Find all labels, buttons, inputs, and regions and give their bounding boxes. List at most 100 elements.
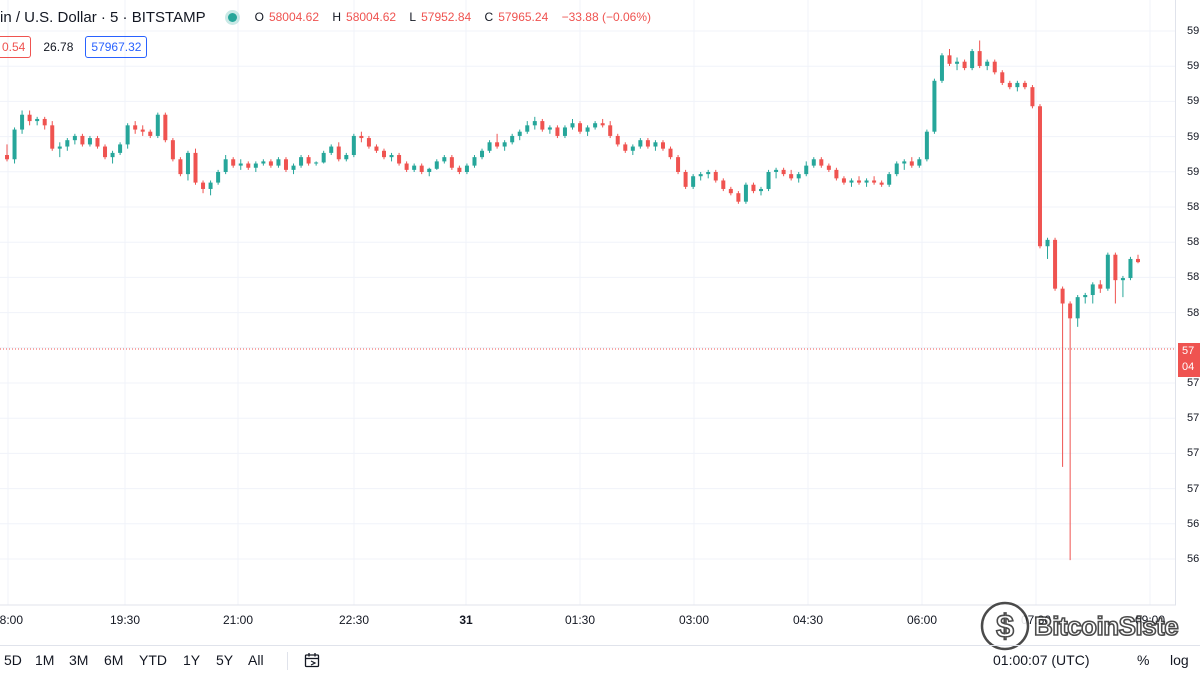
- range-ytd-button[interactable]: YTD: [139, 652, 167, 668]
- candle-body: [660, 142, 665, 149]
- candle-body: [193, 152, 198, 183]
- range-1y-button[interactable]: 1Y: [183, 652, 201, 668]
- candle: [1045, 237, 1050, 259]
- candle: [231, 157, 236, 168]
- candle-body: [796, 174, 801, 179]
- candle: [480, 148, 485, 160]
- candle: [849, 178, 854, 187]
- y-tick-label: 58: [1187, 236, 1200, 249]
- log-scale-toggle[interactable]: log: [1170, 652, 1189, 668]
- range-5y-button[interactable]: 5Y: [216, 652, 234, 668]
- candle-body: [630, 146, 635, 151]
- candle: [894, 161, 899, 177]
- candle-body: [1075, 297, 1080, 319]
- candle: [721, 178, 726, 192]
- y-tick-label: 59: [1187, 25, 1200, 37]
- candle-body: [50, 125, 55, 149]
- candle: [955, 57, 960, 71]
- candle-body: [570, 123, 575, 128]
- candle-body: [698, 174, 703, 177]
- candle: [562, 125, 567, 139]
- candle: [351, 133, 356, 158]
- candle-body: [1007, 82, 1012, 88]
- utc-clock[interactable]: 01:00:07 (UTC): [993, 652, 1090, 668]
- candle-body: [645, 140, 650, 147]
- candle-body: [495, 142, 500, 147]
- y-tick-label: 59: [1187, 60, 1200, 73]
- candle: [457, 165, 462, 175]
- candle-body: [691, 176, 696, 187]
- candle-body: [472, 157, 477, 166]
- range-all-button[interactable]: All: [248, 652, 264, 668]
- candle-body: [1053, 239, 1058, 289]
- candle-body: [789, 174, 794, 179]
- candle-body: [759, 188, 763, 192]
- candle: [532, 116, 537, 130]
- candle-body: [736, 193, 741, 202]
- candle: [20, 110, 25, 134]
- candle-body: [600, 123, 605, 126]
- candle-body: [1098, 284, 1103, 289]
- candle: [72, 133, 77, 145]
- candle: [57, 142, 62, 158]
- candle-body: [615, 135, 620, 145]
- symbol-title[interactable]: in / U.S. Dollar · 5 · BITSTAMP: [0, 8, 206, 26]
- candle: [1015, 80, 1020, 92]
- candle: [947, 48, 952, 66]
- candle-body: [57, 146, 62, 149]
- candle-body: [12, 129, 17, 160]
- candle-body: [389, 155, 394, 158]
- range-3m-button[interactable]: 3M: [69, 652, 89, 668]
- candle-body: [299, 157, 304, 166]
- candle-body: [804, 165, 809, 175]
- x-tick-label: 19:30: [109, 613, 141, 627]
- candle: [540, 118, 545, 132]
- candle-body: [148, 131, 153, 136]
- candle: [1120, 275, 1125, 298]
- candle-body: [819, 159, 824, 166]
- percent-scale-toggle[interactable]: %: [1137, 652, 1150, 668]
- range-1m-button[interactable]: 1M: [35, 652, 55, 668]
- range-5d-button[interactable]: 5D: [4, 652, 22, 668]
- candle-body: [133, 125, 138, 130]
- candle-body: [1128, 258, 1133, 279]
- candle-body: [502, 142, 507, 147]
- candle-body: [95, 138, 100, 147]
- candle-body: [857, 180, 862, 183]
- candle-body: [834, 169, 839, 179]
- calendar-goto-icon[interactable]: [304, 652, 320, 668]
- candle-body: [155, 114, 160, 136]
- candle-body: [811, 159, 816, 166]
- candle: [872, 176, 877, 185]
- candle-body: [261, 161, 266, 164]
- candle-body: [668, 148, 673, 158]
- candle: [1007, 80, 1012, 90]
- candle: [766, 169, 771, 192]
- candle-body: [1022, 82, 1027, 88]
- candle: [977, 40, 982, 69]
- candle: [306, 155, 311, 166]
- x-tick-label: 06:00: [906, 613, 938, 627]
- bitcoin-logo-icon: $: [980, 601, 1030, 651]
- candle-body: [336, 146, 341, 160]
- candle: [27, 110, 32, 126]
- candle: [736, 191, 741, 204]
- candle: [502, 140, 507, 151]
- range-6m-button[interactable]: 6M: [104, 652, 124, 668]
- candle: [148, 129, 153, 139]
- watermark-text: BitcoinSiste: [1033, 610, 1179, 642]
- candle: [879, 180, 884, 187]
- candle-body: [1136, 258, 1140, 263]
- candle-body: [87, 138, 92, 145]
- candle: [547, 125, 552, 134]
- candle-body: [540, 121, 545, 130]
- candle-body: [608, 125, 613, 136]
- candle: [660, 140, 665, 151]
- candle-body: [1045, 239, 1050, 247]
- candle: [419, 163, 424, 175]
- candle: [834, 167, 839, 181]
- candle: [743, 182, 748, 204]
- candle: [638, 138, 643, 149]
- y-tick-label: 59: [1187, 95, 1200, 108]
